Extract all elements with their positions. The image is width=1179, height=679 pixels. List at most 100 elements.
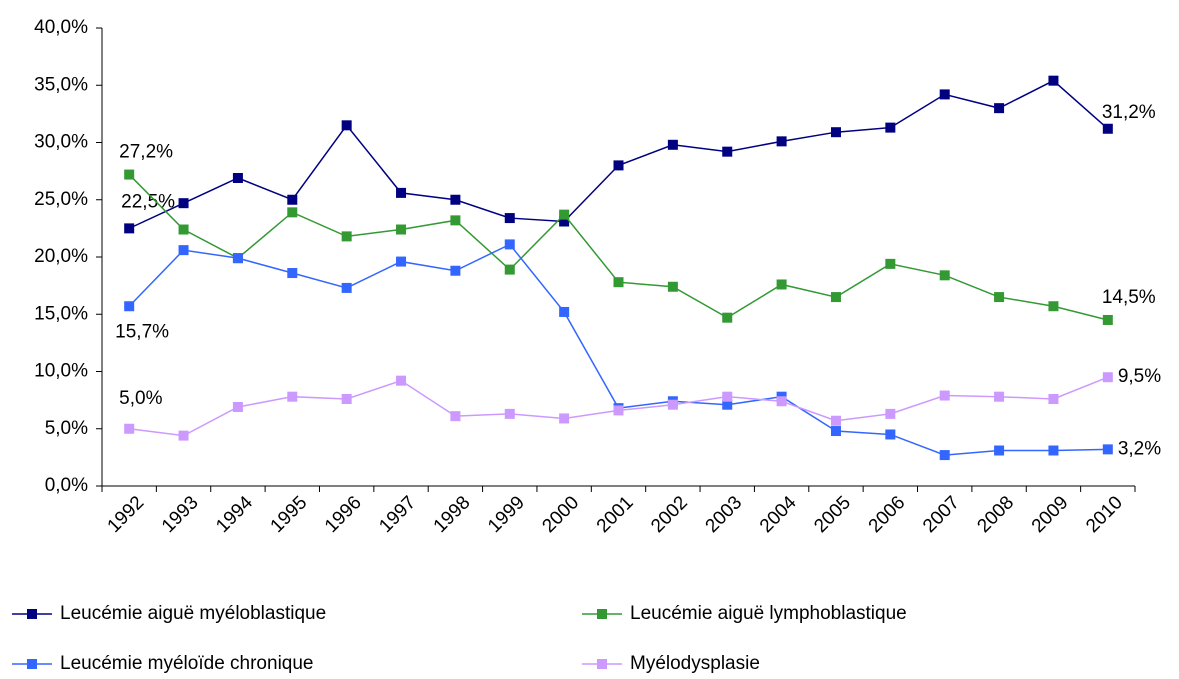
- x-tick-label: 2000: [538, 492, 583, 537]
- y-tick-label: 25,0%: [34, 189, 88, 210]
- x-tick-label: 1995: [267, 492, 312, 537]
- data-point: [994, 391, 1005, 402]
- data-point: [885, 258, 896, 269]
- y-tick-label: 10,0%: [34, 361, 88, 382]
- data-point: [178, 245, 189, 256]
- x-tick-label: 2008: [973, 492, 1018, 537]
- data-point: [939, 450, 950, 461]
- data-point: [232, 172, 243, 183]
- data-point: [124, 301, 135, 312]
- data-point: [830, 292, 841, 303]
- data-point: [341, 282, 352, 293]
- data-point: [341, 120, 352, 131]
- data-point: [776, 279, 787, 290]
- data-point: [939, 89, 950, 100]
- data-point: [1048, 393, 1059, 404]
- data-point: [830, 415, 841, 426]
- data-label: 31,2%: [1102, 102, 1156, 123]
- data-point: [994, 103, 1005, 114]
- data-point: [559, 413, 570, 424]
- data-label: 3,2%: [1118, 438, 1161, 459]
- data-point: [178, 430, 189, 441]
- data-point: [613, 405, 624, 416]
- x-tick-label: 2005: [810, 492, 855, 537]
- series-line: [128, 243, 1108, 456]
- data-point: [504, 408, 515, 419]
- y-tick-label: 35,0%: [34, 74, 88, 95]
- data-point: [667, 399, 678, 410]
- x-tick-label: 2002: [647, 492, 692, 537]
- y-tick-label: 20,0%: [34, 246, 88, 267]
- data-point: [450, 411, 461, 422]
- data-point: [830, 426, 841, 437]
- data-point: [1102, 314, 1113, 325]
- data-point: [885, 122, 896, 133]
- data-point: [994, 445, 1005, 456]
- data-point: [124, 423, 135, 434]
- legend-label: Myélodysplasie: [630, 653, 760, 674]
- x-tick-label: 2001: [593, 492, 638, 537]
- data-point: [287, 268, 298, 279]
- data-label: 9,5%: [1118, 366, 1161, 387]
- legend-marker: [597, 659, 607, 669]
- series-line: [128, 79, 1109, 230]
- data-point: [124, 169, 135, 180]
- data-point: [722, 312, 733, 323]
- data-point: [287, 207, 298, 218]
- legend-marker: [27, 609, 37, 619]
- data-point: [450, 194, 461, 205]
- x-tick-label: 2009: [1028, 492, 1073, 537]
- data-point: [613, 277, 624, 288]
- data-point: [1102, 372, 1113, 383]
- data-label: 5,0%: [119, 388, 162, 409]
- data-point: [450, 265, 461, 276]
- data-point: [830, 127, 841, 138]
- data-point: [722, 146, 733, 157]
- data-point: [939, 390, 950, 401]
- data-point: [1048, 75, 1059, 86]
- data-point: [885, 429, 896, 440]
- x-tick-label: 1992: [104, 492, 149, 537]
- data-point: [232, 253, 243, 264]
- x-tick-label: 1997: [375, 492, 420, 537]
- data-point: [504, 239, 515, 250]
- data-point: [124, 223, 135, 234]
- data-point: [1048, 301, 1059, 312]
- data-point: [994, 292, 1005, 303]
- series-line: [128, 174, 1109, 321]
- legend-label: Leucémie aiguë myéloblastique: [60, 603, 326, 624]
- x-tick-label: 2004: [756, 492, 801, 537]
- x-tick-label: 1994: [212, 492, 257, 537]
- data-point: [232, 401, 243, 412]
- data-point: [341, 393, 352, 404]
- data-point: [504, 264, 515, 275]
- x-tick-label: 2007: [919, 492, 964, 537]
- x-tick-label: 1996: [321, 492, 366, 537]
- data-point: [667, 281, 678, 292]
- y-tick-label: 5,0%: [45, 418, 88, 439]
- data-point: [722, 391, 733, 402]
- y-tick-label: 0,0%: [45, 475, 88, 496]
- data-label: 15,7%: [115, 321, 169, 342]
- x-tick-label: 2003: [702, 492, 747, 537]
- x-tick-label: 2006: [865, 492, 910, 537]
- data-point: [178, 198, 189, 209]
- data-point: [613, 160, 624, 171]
- data-point: [559, 216, 570, 227]
- data-point: [559, 209, 570, 220]
- y-tick-label: 15,0%: [34, 303, 88, 324]
- x-tick-label: 1993: [158, 492, 203, 537]
- data-point: [939, 270, 950, 281]
- x-tick-label: 2010: [1082, 492, 1127, 537]
- data-point: [396, 224, 407, 235]
- data-point: [178, 224, 189, 235]
- data-point: [396, 375, 407, 386]
- y-tick-label: 40,0%: [34, 17, 88, 38]
- data-point: [1102, 123, 1113, 134]
- y-tick-label: 30,0%: [34, 132, 88, 153]
- data-label: 27,2%: [119, 142, 173, 163]
- legend-label: Leucémie aiguë lymphoblastique: [630, 603, 907, 624]
- data-point: [667, 139, 678, 150]
- data-point: [722, 399, 733, 410]
